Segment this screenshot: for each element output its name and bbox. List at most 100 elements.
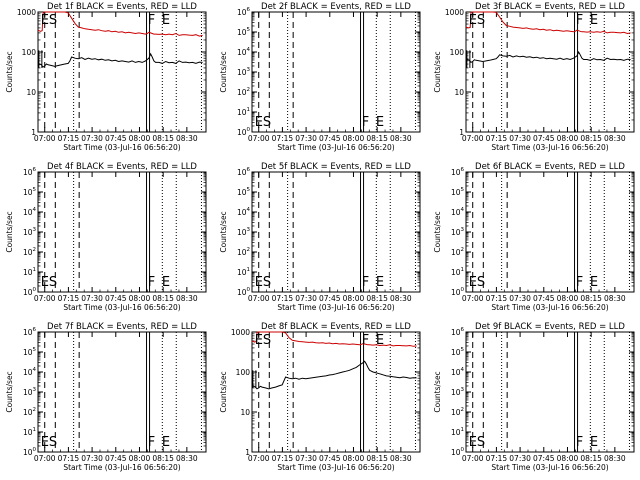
- x-tick-label: 08:15: [366, 454, 388, 463]
- x-tick-label: 08:30: [176, 134, 198, 143]
- event-marker-es: ES: [255, 275, 271, 290]
- y-tick-label: 102: [451, 247, 464, 257]
- y-tick-label: 100: [237, 127, 251, 137]
- x-tick-label: 08:30: [604, 294, 626, 303]
- event-marker-e: E: [162, 13, 170, 28]
- panel-title: Det 3f BLACK = Events, RED = LLD: [475, 2, 625, 12]
- panel-title: Det 1f BLACK = Events, RED = LLD: [47, 2, 197, 12]
- y-tick-label: 1000: [17, 8, 36, 17]
- x-tick-label: 08:00: [557, 454, 579, 463]
- plot-frame: [251, 171, 421, 293]
- y-tick-label: 102: [23, 247, 36, 257]
- event-marker-f: F: [576, 13, 583, 28]
- y-tick-label: 104: [237, 207, 251, 217]
- y-tick-label: 101: [23, 427, 36, 437]
- y-tick-label: 106: [23, 327, 37, 337]
- y-tick-label: 1000: [231, 328, 250, 337]
- y-tick-label: 103: [451, 387, 465, 397]
- x-tick-label: 08:30: [176, 294, 198, 303]
- plot-frame: [37, 11, 207, 133]
- x-axis-label: Start Time (03-Jul-16 06:56:20): [277, 143, 394, 152]
- x-tick-label: 07:30: [295, 294, 317, 303]
- series-lld-line: [465, 11, 631, 35]
- plot-frame: [37, 171, 207, 293]
- y-tick-label: 100: [22, 48, 37, 57]
- x-tick-label: 07:30: [509, 134, 531, 143]
- panel-title: Det 8f BLACK = Events, RED = LLD: [261, 322, 411, 332]
- x-tick-label: 08:30: [390, 294, 412, 303]
- event-marker-es: ES: [41, 435, 57, 450]
- x-tick-label: 08:30: [604, 454, 626, 463]
- panel-3: Det 3f BLACK = Events, RED = LLD 1 10 100 10…: [433, 2, 635, 152]
- event-marker-f: F: [576, 275, 583, 290]
- y-tick-label: 103: [237, 227, 251, 237]
- y-axis-label: Counts/sec: [5, 371, 14, 412]
- y-tick-label: 10: [240, 408, 250, 417]
- y-tick-label: 104: [23, 207, 37, 217]
- x-tick-label: 07:00: [248, 454, 270, 463]
- panel-6: Det 6f BLACK = Events, RED = LLD 100 101 10…: [433, 162, 635, 312]
- x-tick-label: 08:15: [580, 454, 602, 463]
- panel-2: Det 2f BLACK = Events, RED = LLD 100 101 10…: [219, 2, 421, 152]
- x-tick-label: 07:45: [533, 294, 555, 303]
- x-tick-label: 07:15: [58, 294, 80, 303]
- y-tick-label: 103: [451, 227, 465, 237]
- x-tick-label: 07:15: [486, 294, 508, 303]
- x-tick-label: 07:45: [105, 134, 127, 143]
- plot-frame: [37, 331, 207, 453]
- event-marker-f: F: [362, 275, 369, 290]
- y-tick-label: 101: [23, 267, 36, 277]
- event-marker-es: ES: [41, 275, 57, 290]
- x-tick-label: 07:15: [272, 294, 294, 303]
- x-tick-label: 07:30: [81, 454, 103, 463]
- y-tick-label: 105: [237, 27, 251, 37]
- y-tick-label: 106: [451, 327, 465, 337]
- y-axis-label: Counts/sec: [433, 211, 442, 252]
- event-marker-e: E: [162, 435, 170, 450]
- x-tick-label: 07:00: [462, 134, 484, 143]
- x-tick-label: 07:45: [533, 134, 555, 143]
- y-tick-label: 100: [237, 287, 251, 297]
- y-tick-label: 104: [451, 367, 465, 377]
- event-marker-e: E: [376, 275, 384, 290]
- y-tick-label: 10: [454, 88, 464, 97]
- y-tick-label: 100: [451, 447, 465, 457]
- y-tick-label: 104: [237, 47, 251, 57]
- series-lld-line: [37, 11, 203, 37]
- y-tick-label: 10: [26, 88, 36, 97]
- panel-8: Det 8f BLACK = Events, RED = LLD 1 10 100 10…: [219, 322, 421, 472]
- event-marker-es: ES: [469, 435, 485, 450]
- x-tick-label: 07:00: [34, 454, 56, 463]
- y-tick-label: 1: [459, 128, 464, 137]
- x-tick-label: 07:00: [462, 294, 484, 303]
- y-tick-label: 100: [23, 447, 37, 457]
- y-axis-label: Counts/sec: [5, 51, 14, 92]
- x-tick-label: 07:00: [34, 134, 56, 143]
- y-tick-label: 100: [451, 287, 465, 297]
- panel-title: Det 2f BLACK = Events, RED = LLD: [261, 2, 411, 12]
- x-tick-label: 07:30: [81, 134, 103, 143]
- y-tick-label: 105: [237, 187, 251, 197]
- y-tick-label: 104: [23, 367, 37, 377]
- y-axis-label: Counts/sec: [219, 51, 228, 92]
- event-marker-e: E: [590, 13, 598, 28]
- event-marker-e: E: [376, 333, 384, 348]
- x-tick-label: 08:00: [557, 294, 579, 303]
- x-tick-label: 08:00: [129, 134, 151, 143]
- panel-title: Det 7f BLACK = Events, RED = LLD: [47, 322, 197, 332]
- event-marker-e: E: [590, 435, 598, 450]
- x-axis-label: Start Time (03-Jul-16 06:56:20): [491, 303, 608, 312]
- x-tick-label: 07:30: [509, 454, 531, 463]
- x-tick-label: 08:00: [129, 294, 151, 303]
- x-tick-label: 07:00: [248, 134, 270, 143]
- y-tick-label: 101: [451, 267, 464, 277]
- series-events-line: [251, 360, 417, 390]
- x-axis-label: Start Time (03-Jul-16 06:56:20): [491, 463, 608, 472]
- y-tick-label: 106: [23, 167, 37, 177]
- y-tick-label: 105: [23, 187, 37, 197]
- x-tick-label: 07:45: [319, 294, 341, 303]
- x-tick-label: 08:30: [390, 134, 412, 143]
- event-marker-f: F: [148, 13, 155, 28]
- x-tick-label: 07:30: [295, 454, 317, 463]
- y-tick-label: 105: [23, 347, 37, 357]
